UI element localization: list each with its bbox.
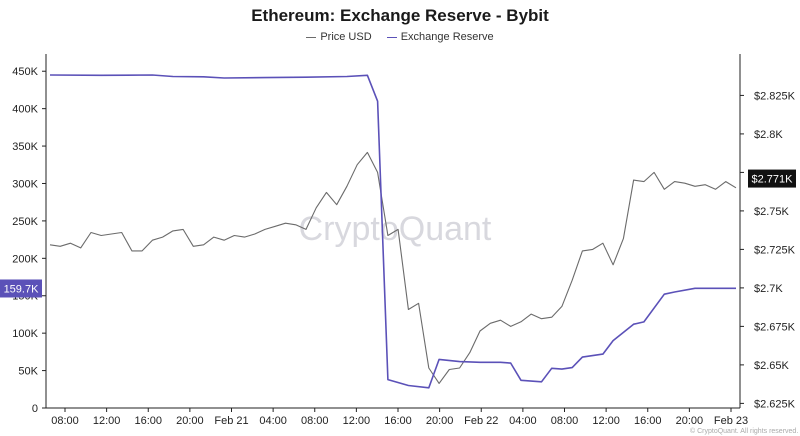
x-tick-label: 20:00 — [426, 415, 454, 427]
x-tick-label: 08:00 — [51, 415, 79, 427]
x-tick-label: 08:00 — [551, 415, 579, 427]
left-tick-label: 0 — [32, 403, 38, 415]
right-tick-label: $2.7K — [754, 283, 783, 295]
x-tick-label: 04:00 — [259, 415, 287, 427]
left-tick-label: 400K — [12, 104, 38, 116]
reserve-value-badge — [0, 279, 42, 298]
right-tick-label: $2.675K — [754, 321, 796, 333]
right-tick-label: $2.8K — [754, 129, 783, 141]
right-tick-label: $2.625K — [754, 398, 796, 410]
left-tick-label: 50K — [18, 366, 38, 378]
legend-label-reserve: Exchange Reserve — [400, 31, 494, 43]
right-tick-label: $2.725K — [754, 244, 796, 256]
price-value-badge — [748, 169, 796, 188]
x-tick-label: 12:00 — [592, 415, 620, 427]
reserve-value-label: 159.7K — [4, 283, 40, 295]
right-tick-label: $2.825K — [754, 90, 796, 102]
left-tick-label: 200K — [12, 253, 38, 265]
x-tick-label: 20:00 — [176, 415, 204, 427]
x-tick-label: 20:00 — [676, 415, 704, 427]
left-tick-label: 250K — [12, 216, 38, 228]
x-tick-label: 04:00 — [509, 415, 537, 427]
left-tick-label: 450K — [12, 66, 38, 78]
chart-title: Ethereum: Exchange Reserve - Bybit — [251, 6, 549, 25]
legend-label-price: Price USD — [320, 31, 372, 43]
x-tick-label: Feb 23 — [714, 415, 748, 427]
left-tick-label: 100K — [12, 328, 38, 340]
reserve-line — [49, 74, 736, 389]
legend-item-reserve[interactable]: Exchange Reserve — [386, 31, 494, 43]
legend-item-price[interactable]: Price USD — [306, 31, 372, 43]
x-tick-label: 16:00 — [634, 415, 662, 427]
x-tick-label: 16:00 — [384, 415, 412, 427]
x-tick-label: 08:00 — [301, 415, 329, 427]
x-tick-label: 12:00 — [343, 415, 371, 427]
left-tick-label: 300K — [12, 178, 38, 190]
x-tick-label: 12:00 — [93, 415, 121, 427]
price-value-label: $2.771K — [752, 174, 794, 186]
x-tick-label: Feb 21 — [214, 415, 248, 427]
watermark: CryptoQuant — [299, 210, 492, 248]
x-tick-label: 16:00 — [134, 415, 162, 427]
legend: Price USD Exchange Reserve — [0, 31, 800, 43]
right-tick-label: $2.75K — [754, 206, 790, 218]
price-line — [49, 151, 737, 384]
copyright-footer: © CryptoQuant. All rights reserved. — [690, 427, 798, 435]
left-tick-label: 350K — [12, 141, 38, 153]
right-tick-label: $2.65K — [754, 360, 790, 372]
x-tick-label: Feb 22 — [464, 415, 498, 427]
